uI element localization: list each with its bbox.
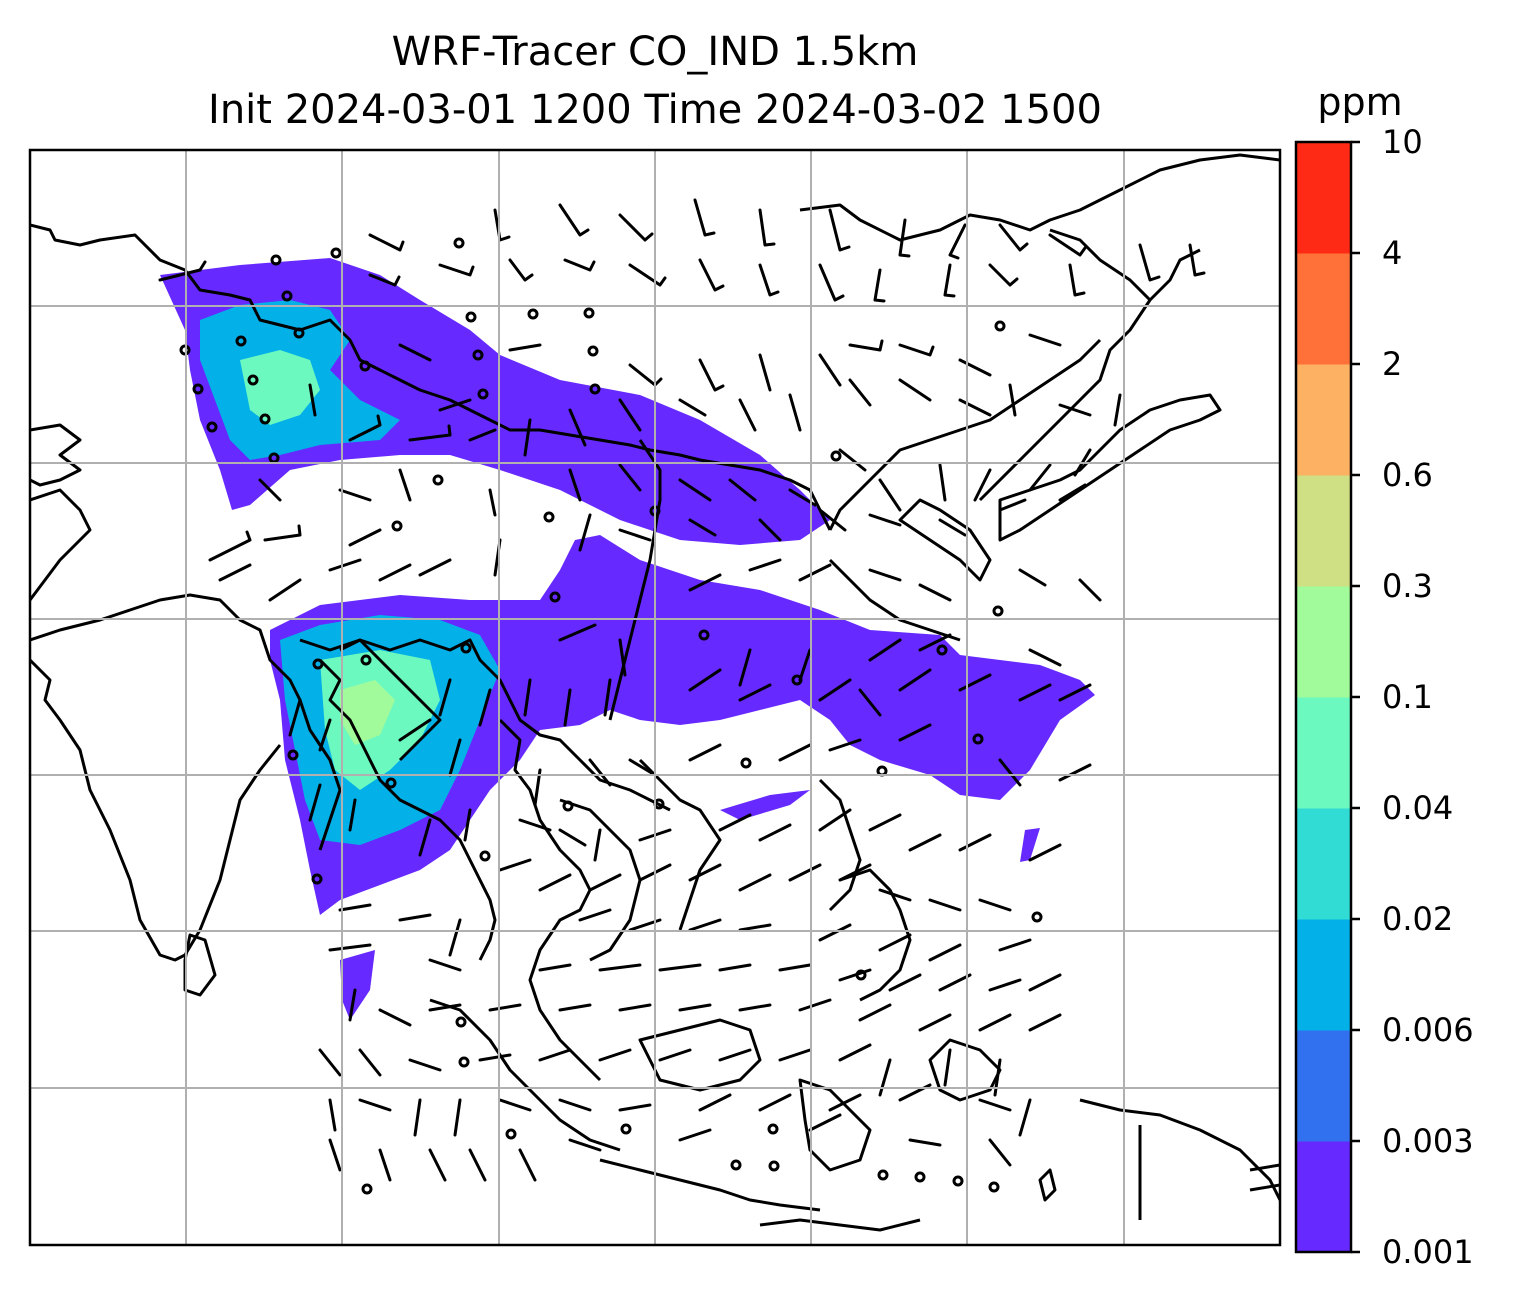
- colorbar-segment: [1296, 697, 1351, 809]
- tracer-field-south: [270, 535, 1095, 1020]
- tracer-low-patch-east: [720, 790, 810, 820]
- tracer-low-band-south: [270, 535, 1095, 915]
- wind-barbs: [158, 198, 1206, 1182]
- colorbar-segment: [1296, 1030, 1351, 1142]
- colorbar-tick-label: 0.3: [1382, 567, 1433, 605]
- colorbar-tick-label: 4: [1382, 234, 1403, 272]
- colorbar-segment: [1296, 364, 1351, 476]
- plot-title-line-2: Init 2024-03-01 1200 Time 2024-03-02 150…: [208, 87, 1102, 133]
- colorbar-tick-label: 0.6: [1382, 456, 1433, 494]
- colorbar-tick-label: 0.003: [1382, 1122, 1474, 1160]
- colorbar-tick-label: 0.006: [1382, 1011, 1474, 1049]
- tracer-low-patch-east-2: [1020, 828, 1040, 862]
- colorbar-tick-label: 0.1: [1382, 678, 1433, 716]
- colorbar-segment: [1296, 808, 1351, 920]
- coastlines-and-borders: [30, 153, 1280, 1232]
- colorbar-segment: [1296, 475, 1351, 587]
- map-frame: [28, 148, 1282, 1247]
- colorbar-tick-label: 10: [1382, 123, 1423, 161]
- colorbar-segment: [1296, 142, 1351, 254]
- colorbar-segment: [1296, 1141, 1351, 1253]
- tracer-high-north: [240, 350, 320, 425]
- colorbar-segment: [1296, 919, 1351, 1031]
- tracer-low-patch-southwest: [340, 950, 375, 1020]
- colorbar-tick-label: 2: [1382, 345, 1403, 383]
- colorbar: [1294, 140, 1360, 1254]
- colorbar-tick-label: 0.001: [1382, 1233, 1474, 1271]
- colorbar-tick-label: 0.02: [1382, 900, 1454, 938]
- colorbar-units-label: ppm: [1317, 80, 1403, 124]
- calm-wind-circles: [179, 237, 1043, 1195]
- colorbar-segment: [1296, 586, 1351, 698]
- map-gridlines: [30, 150, 1280, 1245]
- colorbar-tick-label: 0.04: [1382, 789, 1454, 827]
- plot-title-line-1: WRF-Tracer CO_IND 1.5km: [391, 29, 919, 75]
- colorbar-segment: [1296, 253, 1351, 365]
